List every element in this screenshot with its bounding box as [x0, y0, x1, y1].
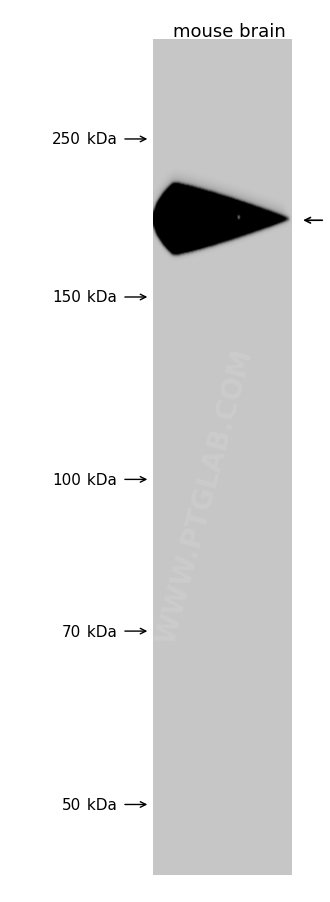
Text: WWW.PTGLAB.COM: WWW.PTGLAB.COM [152, 345, 257, 647]
Text: kDa: kDa [82, 133, 117, 147]
Text: 100: 100 [52, 473, 81, 487]
Text: kDa: kDa [82, 624, 117, 639]
Text: kDa: kDa [82, 290, 117, 305]
Text: 250: 250 [52, 133, 81, 147]
Text: 50: 50 [62, 797, 81, 812]
Text: mouse brain: mouse brain [173, 23, 286, 41]
Text: kDa: kDa [82, 473, 117, 487]
Text: 150: 150 [52, 290, 81, 305]
Text: 70: 70 [62, 624, 81, 639]
Text: kDa: kDa [82, 797, 117, 812]
